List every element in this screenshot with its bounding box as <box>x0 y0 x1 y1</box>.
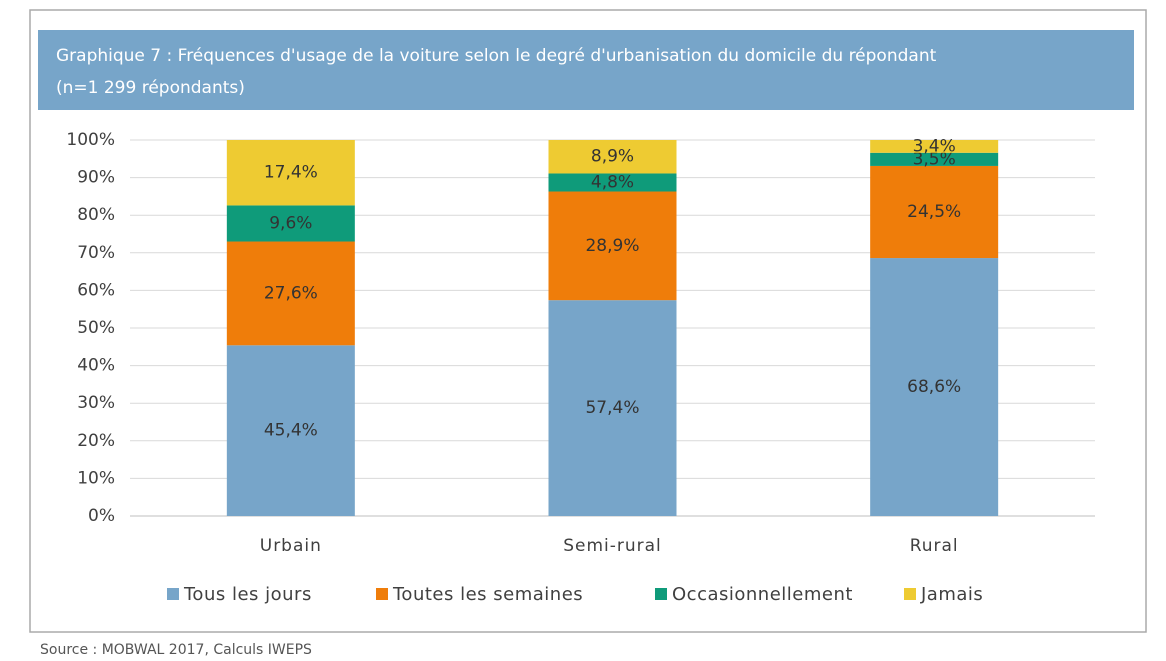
data-label: 57,4% <box>585 398 639 418</box>
legend-label: Tous les jours <box>183 584 312 605</box>
y-tick-label: 30% <box>77 393 115 413</box>
y-tick-label: 20% <box>77 431 115 451</box>
bar-segment <box>226 241 355 346</box>
y-tick-label: 50% <box>77 318 115 338</box>
bar-segment <box>870 152 999 166</box>
legend-swatch <box>167 588 179 600</box>
chart-subtitle: (n=1 299 répondants) <box>56 78 245 98</box>
bar-segment <box>548 173 677 192</box>
data-label: 24,5% <box>907 202 961 222</box>
bar-segment <box>548 300 677 516</box>
legend-swatch <box>655 588 667 600</box>
data-label: 45,4% <box>264 421 318 441</box>
chart-title: Graphique 7 : Fréquences d'usage de la v… <box>56 46 937 66</box>
y-tick-label: 70% <box>77 243 115 263</box>
legend-swatch <box>904 588 916 600</box>
data-label: 3,5% <box>913 149 956 169</box>
y-tick-label: 80% <box>77 205 115 225</box>
y-tick-label: 60% <box>77 280 115 300</box>
x-tick-label: Urbain <box>260 536 322 556</box>
data-label: 8,9% <box>591 147 634 167</box>
data-label: 17,4% <box>264 163 318 183</box>
bar-segment <box>548 191 677 301</box>
legend-label: Toutes les semaines <box>392 584 583 605</box>
legend-swatch <box>376 588 388 600</box>
data-label: 4,8% <box>591 172 634 192</box>
x-tick-label: Rural <box>910 536 959 556</box>
bar-segment <box>548 140 677 174</box>
data-label: 28,9% <box>585 236 639 256</box>
data-label: 27,6% <box>264 283 318 303</box>
legend-label: Jamais <box>920 584 983 605</box>
y-tick-label: 40% <box>77 356 115 376</box>
source-note: Source : MOBWAL 2017, Calculs IWEPS <box>40 642 312 658</box>
y-tick-label: 90% <box>77 168 115 188</box>
legend-label: Occasionnellement <box>672 584 853 605</box>
bar-segment <box>226 140 355 206</box>
title-banner <box>38 30 1134 110</box>
data-label: 3,4% <box>913 136 956 156</box>
data-label: 9,6% <box>269 213 312 233</box>
y-tick-label: 10% <box>77 468 115 488</box>
x-tick-label: Semi-rural <box>563 536 662 556</box>
bar-segment <box>870 140 999 153</box>
bar-segment <box>870 258 999 516</box>
bar-segment <box>870 165 999 259</box>
y-tick-label: 100% <box>66 130 115 150</box>
bar-segment <box>226 205 355 242</box>
bar-segment <box>226 345 355 516</box>
data-label: 68,6% <box>907 377 961 397</box>
y-tick-label: 0% <box>88 506 115 526</box>
